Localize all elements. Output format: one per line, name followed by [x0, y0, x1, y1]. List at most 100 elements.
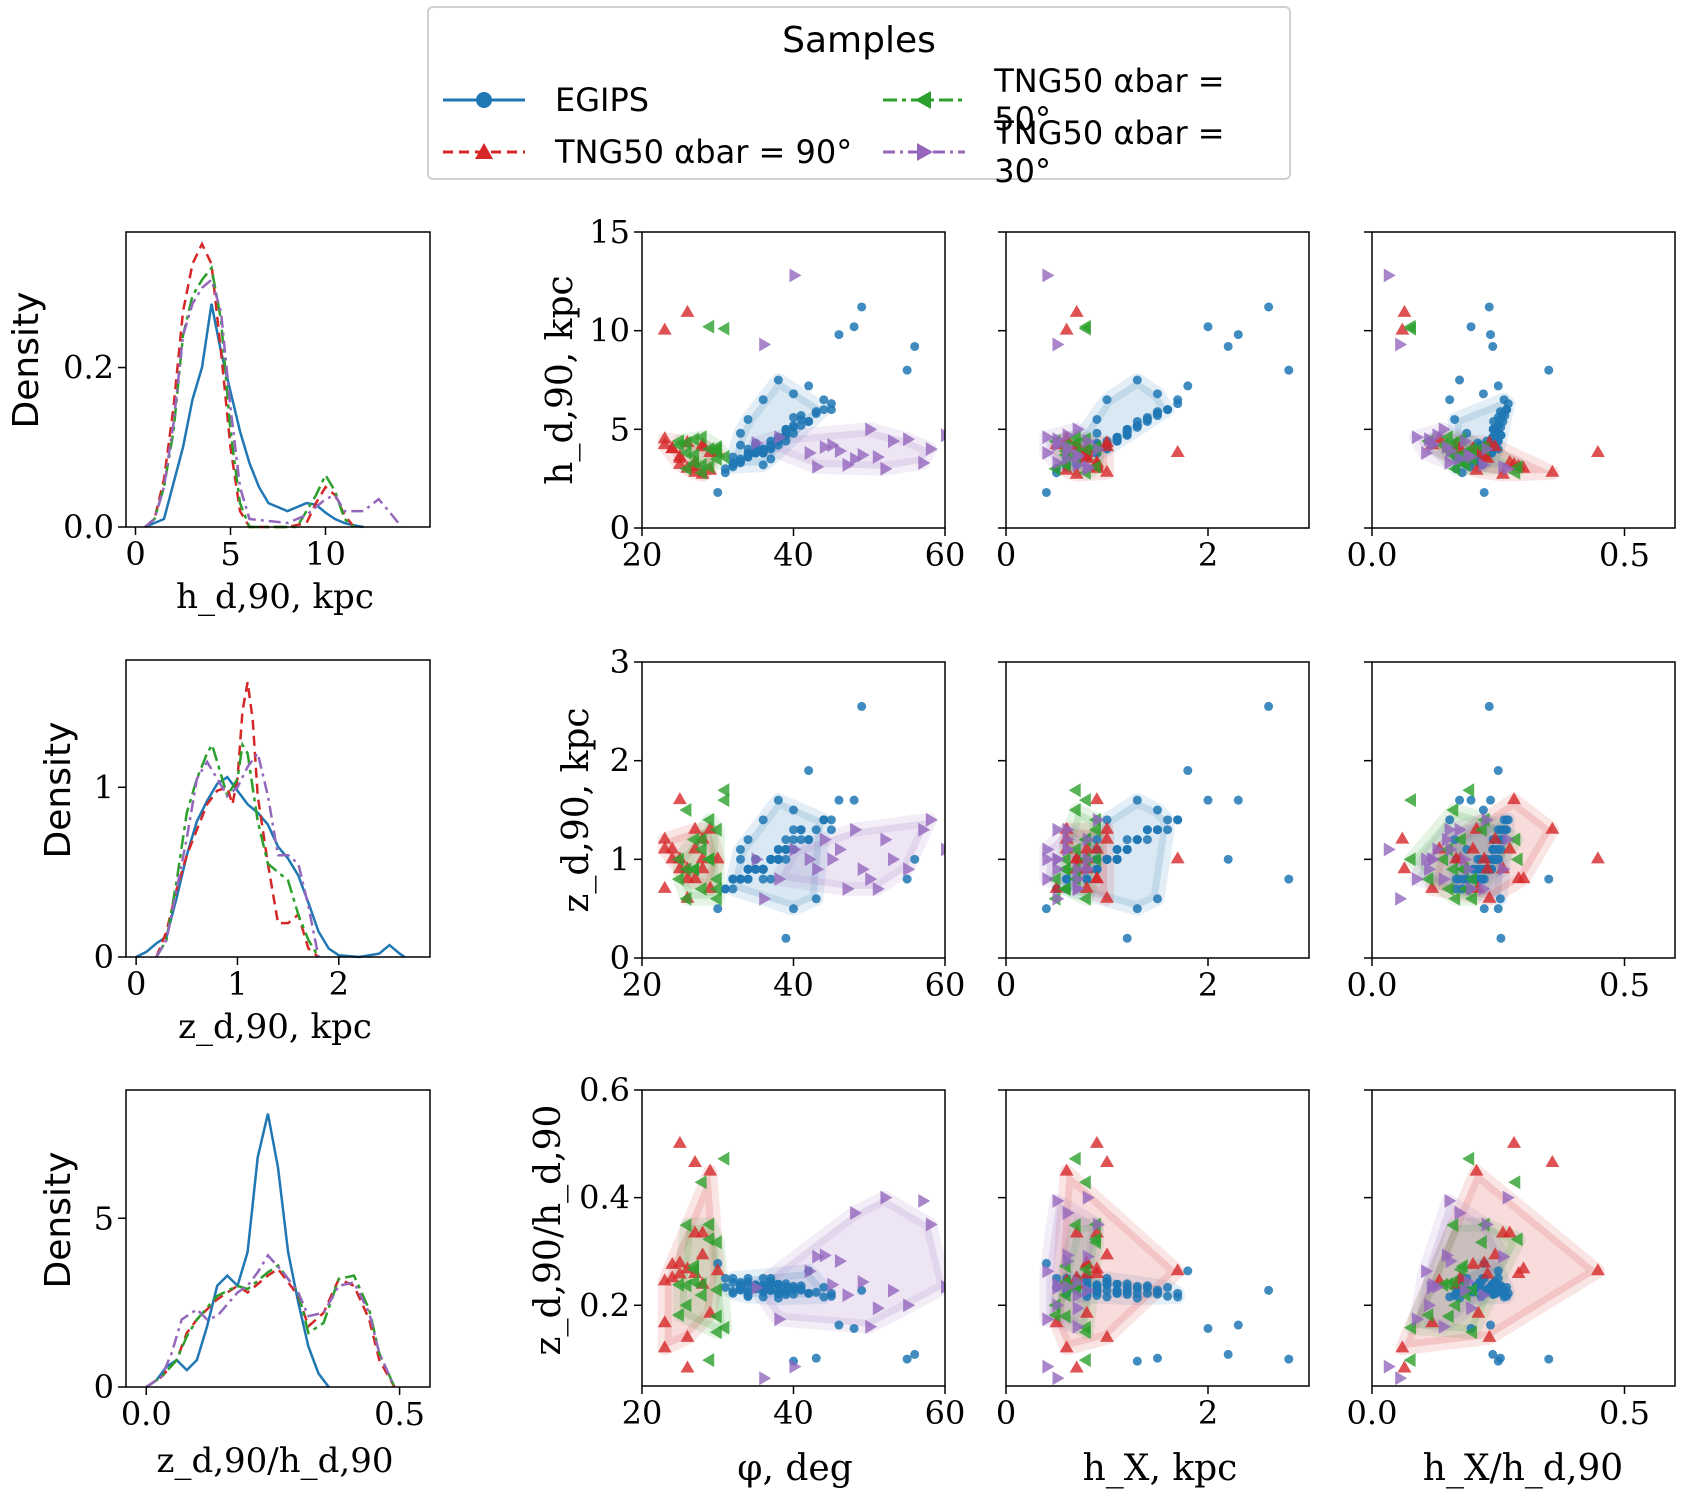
point — [819, 815, 829, 825]
point — [671, 1308, 684, 1323]
point — [720, 884, 730, 894]
point — [925, 442, 938, 457]
point — [766, 454, 776, 464]
legend-entry-egips: EGIPS — [439, 78, 649, 122]
scatter-panel-r2-c3-xtick-label: 0.5 — [1599, 966, 1650, 1004]
point — [1455, 795, 1465, 805]
point — [1072, 881, 1085, 896]
point — [1132, 420, 1142, 430]
point — [1510, 852, 1523, 867]
point — [842, 1288, 855, 1303]
point — [1062, 444, 1075, 458]
point — [1042, 1359, 1055, 1374]
density-panel-3-xtick-label: 0.5 — [374, 1395, 425, 1433]
point — [857, 448, 870, 462]
point — [1170, 1263, 1185, 1276]
density-panel-2-xtick-label: 1 — [227, 965, 247, 1003]
point — [1082, 874, 1092, 884]
point — [1173, 815, 1183, 825]
point — [1395, 891, 1408, 906]
legend-marker-tng30 — [883, 143, 965, 161]
point — [1170, 851, 1185, 864]
point — [1284, 874, 1294, 884]
density-panel-1-xtick-label: 0 — [125, 535, 145, 573]
point — [743, 874, 753, 884]
point — [728, 460, 738, 470]
point — [880, 832, 893, 847]
point — [1069, 1225, 1084, 1238]
point — [819, 1282, 829, 1292]
point — [1082, 862, 1095, 877]
point — [657, 437, 672, 450]
point — [1088, 459, 1101, 474]
point — [773, 375, 783, 385]
point — [758, 460, 768, 470]
density-curve-3 — [155, 750, 320, 958]
xlabel-hd90: h_d,90, kpc — [176, 577, 374, 617]
point — [1465, 891, 1477, 906]
point — [709, 872, 722, 887]
point — [687, 432, 700, 447]
scatter-panel-r1-c1-xtick-label: 60 — [925, 536, 966, 574]
point — [849, 322, 859, 332]
point — [702, 812, 715, 827]
scatter-panel-r3-c3-frame — [1371, 1089, 1676, 1387]
scatter-panel-r3-c1-data — [657, 1135, 945, 1386]
point — [880, 461, 893, 476]
point — [804, 1264, 817, 1279]
point — [1079, 841, 1094, 854]
point — [717, 783, 730, 798]
point — [1049, 880, 1064, 893]
scatter-panel-r2-c2-xtick-label: 0 — [996, 966, 1016, 1004]
point — [1079, 880, 1094, 893]
point — [941, 1279, 945, 1294]
point — [1477, 1255, 1492, 1268]
point — [887, 1283, 900, 1298]
point — [1163, 815, 1173, 825]
point — [1062, 428, 1075, 443]
point — [1448, 1298, 1461, 1313]
point — [1466, 795, 1476, 805]
point — [1079, 1305, 1094, 1318]
point — [743, 835, 753, 845]
point — [1444, 455, 1457, 470]
point — [1233, 1320, 1243, 1330]
legend-entry-tng30: TNG50 αbar = 30° — [879, 114, 1289, 190]
point — [1438, 422, 1451, 437]
point — [657, 880, 672, 893]
point — [910, 341, 920, 351]
point — [1092, 1284, 1102, 1294]
point — [902, 1354, 912, 1364]
xlabel-zd90: z_d,90, kpc — [178, 1007, 372, 1047]
point — [1072, 450, 1085, 464]
point — [1100, 1329, 1114, 1342]
point — [695, 861, 710, 874]
point — [834, 1320, 844, 1330]
point — [1498, 1249, 1511, 1264]
point — [766, 442, 776, 452]
point — [812, 862, 825, 877]
point — [1511, 1266, 1526, 1279]
point — [1102, 1277, 1112, 1287]
legend-label-tng90: TNG50 αbar = 90° — [555, 133, 853, 171]
point — [1132, 904, 1142, 914]
point — [1072, 422, 1085, 437]
point — [1459, 1283, 1472, 1298]
point — [1462, 783, 1475, 798]
point — [713, 487, 723, 497]
scatter-panel-r2-c1-xtick-label: 40 — [773, 966, 814, 1004]
point — [1474, 1235, 1487, 1250]
point — [657, 1340, 672, 1353]
point — [1496, 430, 1506, 440]
point — [1477, 851, 1492, 864]
point — [1068, 436, 1081, 451]
point — [872, 450, 885, 464]
point — [789, 825, 798, 835]
point — [1432, 842, 1445, 857]
point — [1451, 874, 1461, 884]
point — [1502, 454, 1517, 467]
point — [1052, 862, 1065, 877]
point — [688, 1155, 702, 1168]
point — [735, 440, 745, 450]
point — [925, 1217, 938, 1232]
